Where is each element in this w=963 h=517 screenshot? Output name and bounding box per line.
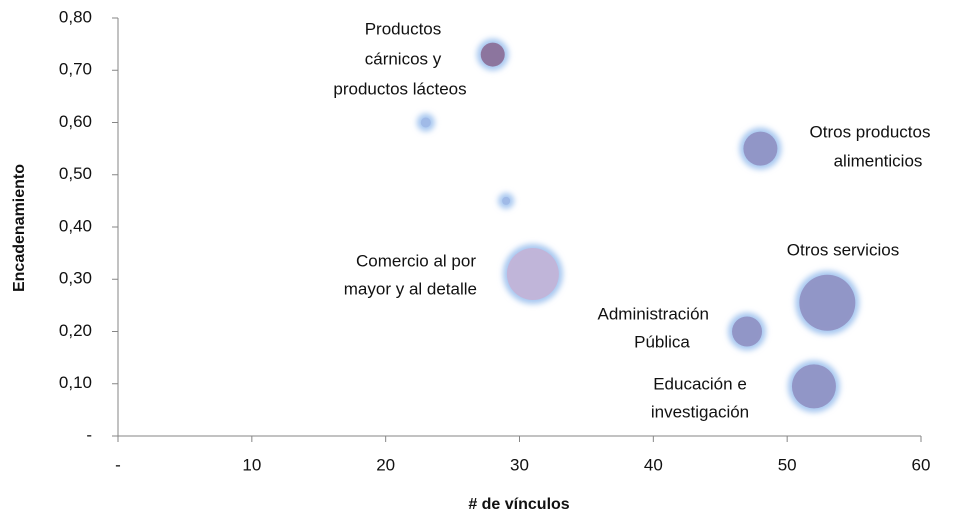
bubble-label: Educación e: [653, 374, 747, 393]
y-tick-label: 0,20: [59, 321, 92, 340]
bubble-label: Productos: [365, 19, 442, 38]
y-tick-label: 0,60: [59, 112, 92, 131]
bubble-label: productos lácteos: [333, 79, 466, 98]
y-tick-label: 0,10: [59, 373, 92, 392]
bubble: [502, 196, 511, 205]
bubble-label: cárnicos y: [365, 49, 442, 68]
x-tick-label: 60: [912, 455, 931, 474]
x-axis-title: # de vínculos: [468, 496, 569, 513]
x-tick-label: 40: [644, 455, 663, 474]
bubble: [732, 316, 763, 347]
bubble-label: Administración: [598, 304, 710, 323]
x-tick-label: 20: [376, 455, 395, 474]
x-tick-label: 10: [242, 455, 261, 474]
x-tick-label: 30: [510, 455, 529, 474]
y-tick-label: 0,50: [59, 164, 92, 183]
y-tick-label: 0,80: [59, 7, 92, 26]
bubble: [799, 274, 856, 331]
x-tick-label: 50: [778, 455, 797, 474]
bubble-label: Otros servicios: [787, 240, 899, 259]
y-tick-label: 0,40: [59, 216, 92, 235]
bubble: [743, 131, 778, 166]
bubble-label: Pública: [634, 332, 690, 351]
bubble-label: mayor y al detalle: [344, 279, 477, 298]
bubble-label: Otros productos: [810, 122, 931, 141]
bubble: [506, 248, 559, 301]
y-tick-label: 0,30: [59, 269, 92, 288]
y-axis-title: Encadenamiento: [11, 164, 28, 292]
y-tick-label: -: [86, 425, 92, 444]
bubble: [420, 117, 431, 128]
bubble-label: investigación: [651, 402, 749, 421]
bubble-label: Comercio al por: [356, 251, 476, 270]
y-tick-label: 0,70: [59, 60, 92, 79]
x-tick-label: -: [115, 455, 121, 474]
bubble-label: alimenticios: [834, 151, 923, 170]
bubble: [791, 364, 836, 409]
bubble: [480, 42, 505, 67]
